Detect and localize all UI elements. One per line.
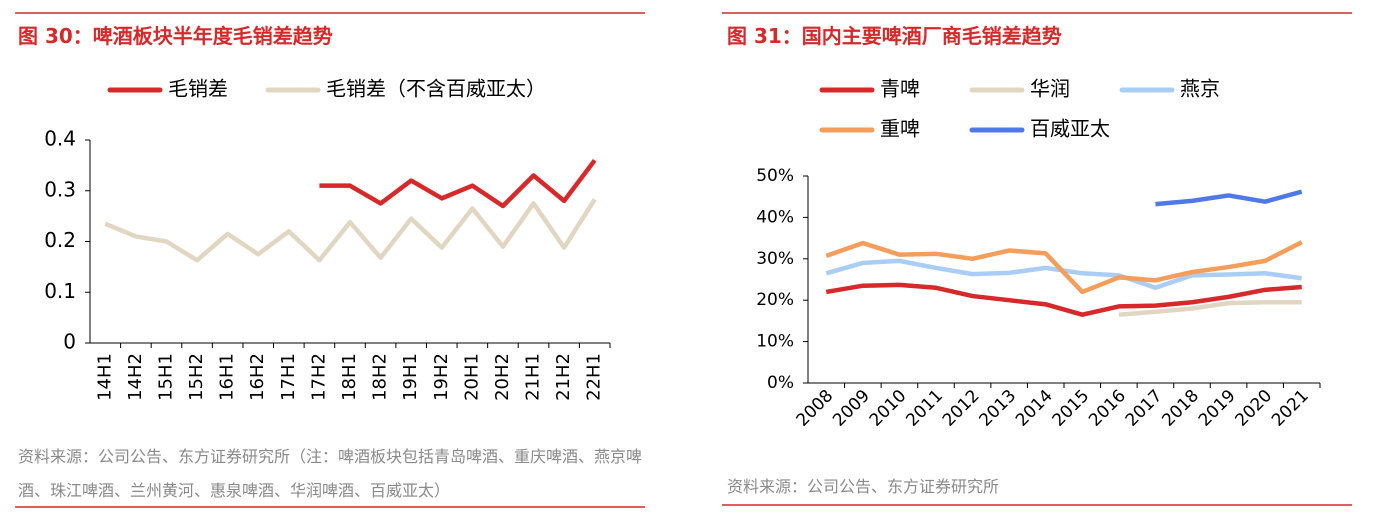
x-tick-label: 19H1 bbox=[400, 353, 421, 401]
legend-label: 燕京 bbox=[1180, 77, 1220, 101]
x-tick-label: 2021 bbox=[1268, 386, 1313, 431]
x-tick-label: 16H1 bbox=[217, 353, 238, 401]
series-line bbox=[825, 282, 1302, 317]
x-tick-label: 15H2 bbox=[186, 353, 207, 401]
x-tick-label: 2018 bbox=[1158, 386, 1203, 431]
y-tick-label: 0.3 bbox=[44, 177, 76, 201]
y-tick-label: 0.1 bbox=[44, 279, 76, 303]
x-tick-label: 2011 bbox=[902, 386, 947, 431]
legend-label: 重啤 bbox=[880, 117, 920, 141]
source-note: 资料来源：公司公告、东方证券研究所 bbox=[727, 477, 1000, 496]
x-tick-label: 14H1 bbox=[94, 353, 115, 401]
x-tick-label: 2008 bbox=[793, 386, 838, 431]
x-tick-label: 2020 bbox=[1231, 386, 1276, 431]
x-tick-label: 2012 bbox=[939, 386, 984, 431]
x-tick-label: 15H1 bbox=[155, 353, 176, 401]
x-tick-label: 18H2 bbox=[370, 353, 391, 401]
series-line bbox=[1118, 300, 1302, 317]
chart-title: 图 31：国内主要啤酒厂商毛销差趋势 bbox=[727, 24, 1062, 48]
x-tick-label: 2015 bbox=[1049, 386, 1094, 431]
x-tick-label: 2009 bbox=[829, 386, 874, 431]
y-tick-label: 40% bbox=[756, 207, 794, 227]
x-tick-label: 17H2 bbox=[308, 353, 329, 401]
legend-label: 毛销差（不含百威亚太） bbox=[326, 77, 546, 101]
x-tick-label: 14H2 bbox=[125, 353, 146, 401]
x-tick-label: 2014 bbox=[1012, 386, 1057, 431]
x-tick-label: 21H2 bbox=[553, 353, 574, 401]
legend-label: 毛销差 bbox=[168, 77, 228, 101]
y-tick-label: 20% bbox=[756, 290, 794, 310]
source-note: 资料来源：公司公告、东方证券研究所（注：啤酒板块包括青岛啤酒、重庆啤酒、燕京啤酒… bbox=[18, 447, 643, 500]
series-line bbox=[319, 158, 597, 209]
legend-label: 青啤 bbox=[880, 77, 920, 101]
x-tick-label: 2010 bbox=[866, 386, 911, 431]
y-tick-label: 0 bbox=[63, 330, 76, 354]
x-tick-label: 20H2 bbox=[492, 353, 513, 401]
series-line bbox=[825, 240, 1303, 295]
y-tick-label: 0.2 bbox=[44, 228, 76, 252]
y-tick-label: 10% bbox=[756, 332, 794, 352]
x-tick-label: 21H1 bbox=[523, 353, 544, 401]
x-tick-label: 2017 bbox=[1122, 386, 1167, 431]
chart-title: 图 30：啤酒板块半年度毛销差趋势 bbox=[18, 24, 333, 48]
y-tick-label: 30% bbox=[756, 249, 794, 269]
x-tick-label: 20H1 bbox=[461, 353, 482, 401]
x-tick-label: 2019 bbox=[1195, 386, 1240, 431]
legend-label: 华润 bbox=[1030, 77, 1070, 101]
x-tick-label: 2013 bbox=[975, 386, 1020, 431]
legend-label: 百威亚太 bbox=[1030, 117, 1110, 141]
x-tick-label: 22H1 bbox=[584, 353, 605, 401]
x-tick-label: 17H1 bbox=[278, 353, 299, 401]
y-tick-label: 50% bbox=[756, 166, 794, 186]
x-tick-label: 16H2 bbox=[247, 353, 268, 401]
series-line bbox=[1155, 189, 1303, 207]
series-line bbox=[104, 198, 597, 263]
x-tick-label: 2016 bbox=[1085, 386, 1130, 431]
x-tick-label: 18H1 bbox=[339, 353, 360, 401]
y-tick-label: 0.4 bbox=[44, 127, 76, 151]
x-tick-label: 19H2 bbox=[431, 353, 452, 401]
y-tick-label: 0% bbox=[767, 373, 794, 393]
